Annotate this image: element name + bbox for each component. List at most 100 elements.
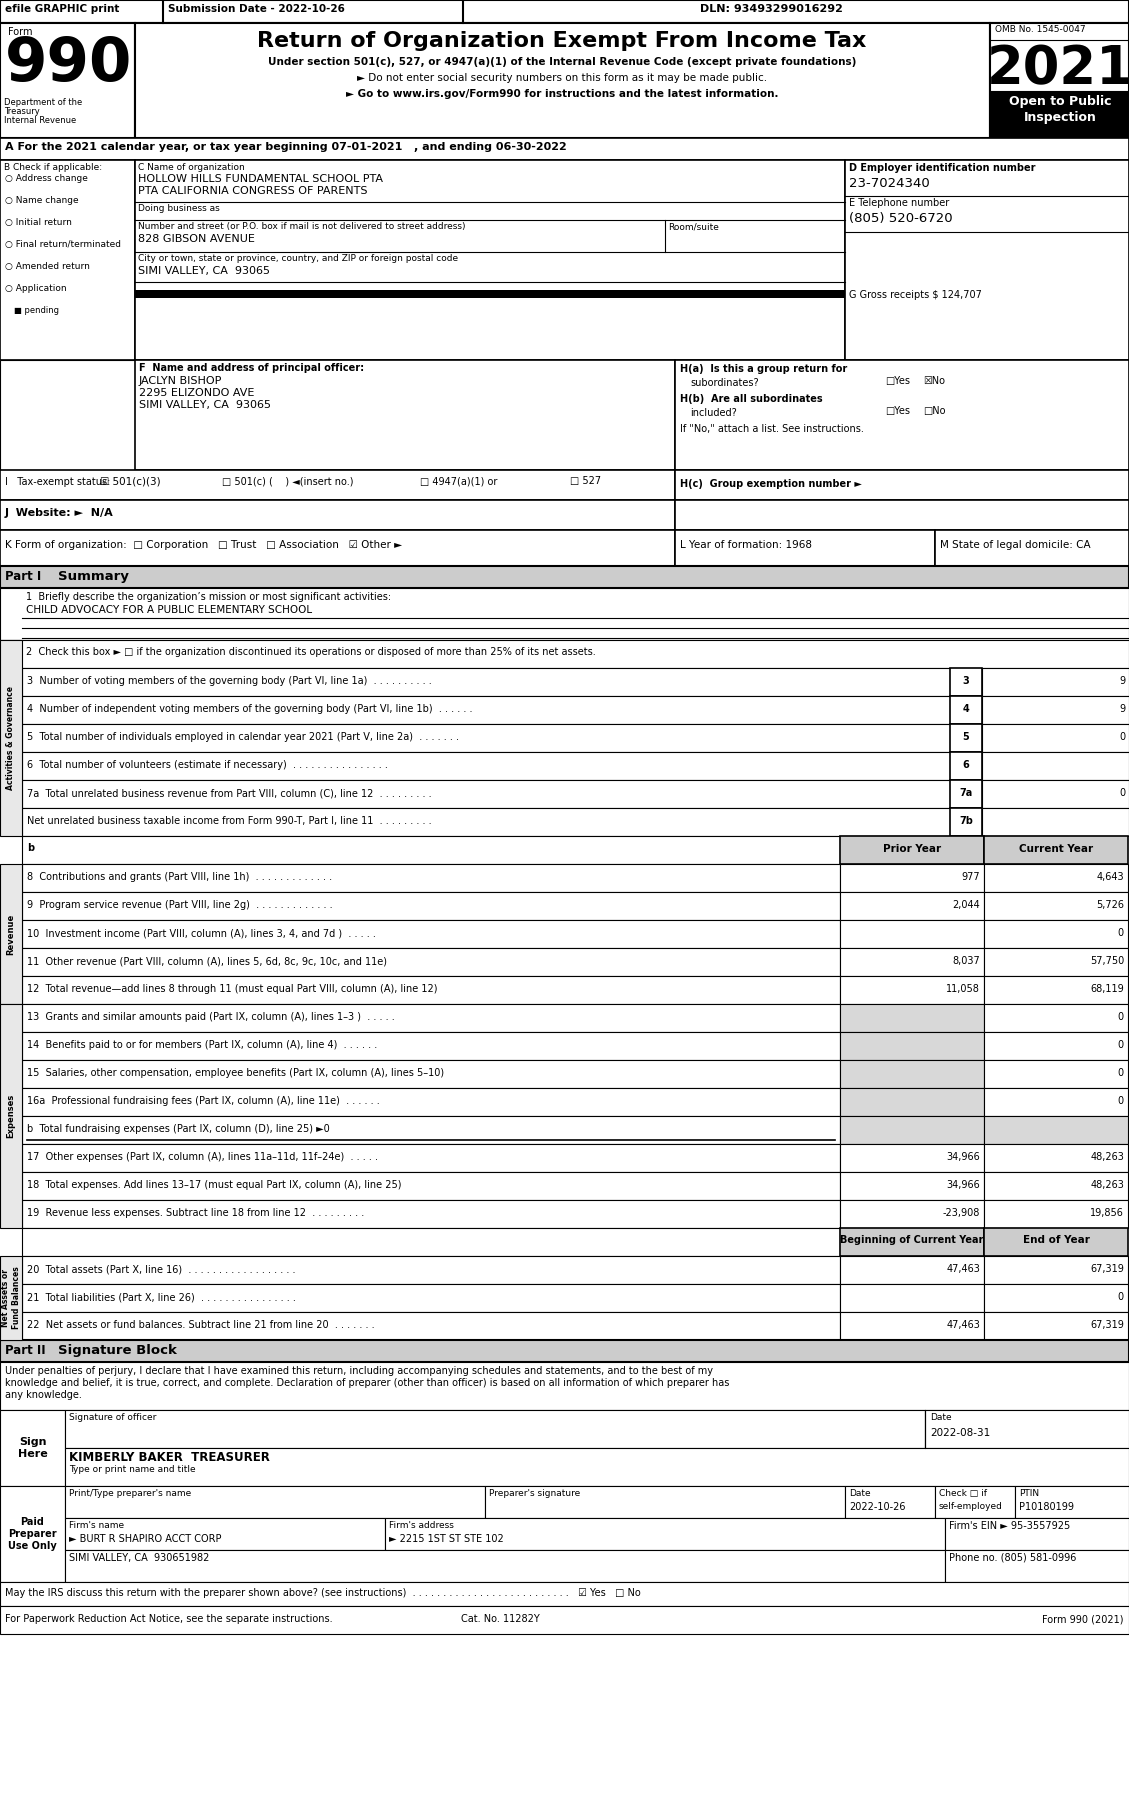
Text: 8  Contributions and grants (Part VIII, line 1h)  . . . . . . . . . . . . .: 8 Contributions and grants (Part VIII, l… (27, 873, 332, 882)
Bar (21, 836, 840, 863)
Text: Signature Block: Signature Block (58, 1344, 177, 1357)
Bar (0, 1409, 65, 1486)
Bar (984, 1255, 1128, 1284)
Text: 9: 9 (1119, 677, 1124, 686)
Bar (21, 1003, 840, 1032)
Bar (21, 807, 949, 836)
Text: L Year of formation: 1968: L Year of formation: 1968 (680, 541, 812, 550)
Text: Signature of officer: Signature of officer (69, 1413, 157, 1422)
Text: H(c)  Group exemption number ►: H(c) Group exemption number ► (680, 479, 861, 490)
Text: SIMI VALLEY, CA  93065: SIMI VALLEY, CA 93065 (139, 401, 271, 410)
Text: ○ Initial return: ○ Initial return (5, 218, 72, 227)
Bar (984, 1145, 1128, 1172)
Text: 990: 990 (5, 34, 132, 94)
Text: ► Go to www.irs.gov/Form990 for instructions and the latest information.: ► Go to www.irs.gov/Form990 for instruct… (345, 89, 778, 100)
Bar (135, 24, 990, 138)
Text: 0: 0 (1119, 733, 1124, 742)
Bar (982, 807, 1129, 836)
Text: ○ Amended return: ○ Amended return (5, 261, 90, 270)
Bar (984, 1201, 1128, 1228)
Bar (840, 1228, 984, 1255)
Text: H(b)  Are all subordinates: H(b) Are all subordinates (680, 394, 823, 405)
Text: Check □ if: Check □ if (939, 1489, 987, 1498)
Text: A For the 2021 calendar year, or tax year beginning 07-01-2021   , and ending 06: A For the 2021 calendar year, or tax yea… (5, 141, 567, 152)
Bar (21, 780, 949, 807)
Bar (949, 780, 982, 807)
Bar (135, 359, 675, 470)
Text: Part I: Part I (5, 570, 42, 582)
Text: self-employed: self-employed (939, 1502, 1003, 1511)
Text: 13  Grants and similar amounts paid (Part IX, column (A), lines 1–3 )  . . . . .: 13 Grants and similar amounts paid (Part… (27, 1012, 395, 1021)
Bar (840, 1284, 984, 1312)
Bar (0, 138, 1129, 160)
Bar (935, 530, 1129, 566)
Bar (840, 892, 984, 920)
Bar (0, 1362, 1129, 1409)
Text: 4,643: 4,643 (1096, 873, 1124, 882)
Text: Open to Public: Open to Public (1008, 94, 1111, 109)
Bar (984, 949, 1128, 976)
Bar (0, 0, 1129, 24)
Bar (675, 359, 1129, 470)
Text: 5: 5 (963, 733, 970, 742)
Bar (984, 1172, 1128, 1201)
Text: Number and street (or P.O. box if mail is not delivered to street address): Number and street (or P.O. box if mail i… (138, 221, 465, 230)
Text: 2022-08-31: 2022-08-31 (930, 1428, 990, 1439)
Text: 7a: 7a (960, 787, 972, 798)
Text: 9  Program service revenue (Part VIII, line 2g)  . . . . . . . . . . . . .: 9 Program service revenue (Part VIII, li… (27, 900, 333, 911)
Bar (65, 1448, 1129, 1486)
Text: ○ Address change: ○ Address change (5, 174, 88, 183)
Bar (21, 920, 840, 949)
Text: □No: □No (924, 406, 945, 415)
Text: SIMI VALLEY, CA  93065: SIMI VALLEY, CA 93065 (138, 267, 270, 276)
Bar (21, 1312, 840, 1341)
Bar (65, 1518, 385, 1549)
Bar (65, 1409, 925, 1448)
Text: OMB No. 1545-0047: OMB No. 1545-0047 (995, 25, 1086, 34)
Text: 0: 0 (1118, 1292, 1124, 1302)
Text: SIMI VALLEY, CA  930651982: SIMI VALLEY, CA 930651982 (69, 1553, 209, 1564)
Text: 5  Total number of individuals employed in calendar year 2021 (Part V, line 2a) : 5 Total number of individuals employed i… (27, 733, 460, 742)
Text: 67,319: 67,319 (1091, 1321, 1124, 1330)
Text: JACLYN BISHOP: JACLYN BISHOP (139, 375, 222, 386)
Text: □Yes: □Yes (885, 406, 910, 415)
Text: efile GRAPHIC print: efile GRAPHIC print (5, 4, 120, 15)
Bar (949, 753, 982, 780)
Text: Net unrelated business taxable income from Form 990-T, Part I, line 11  . . . . : Net unrelated business taxable income fr… (27, 816, 431, 825)
Text: 12  Total revenue—add lines 8 through 11 (must equal Part VIII, column (A), line: 12 Total revenue—add lines 8 through 11 … (27, 983, 438, 994)
Text: 0: 0 (1118, 1068, 1124, 1078)
Text: Current Year: Current Year (1019, 844, 1093, 854)
Bar (984, 863, 1128, 892)
Text: 15  Salaries, other compensation, employee benefits (Part IX, column (A), lines : 15 Salaries, other compensation, employe… (27, 1068, 444, 1078)
Bar (675, 470, 1129, 501)
Bar (949, 724, 982, 753)
Text: KIMBERLY BAKER  TREASURER: KIMBERLY BAKER TREASURER (69, 1451, 270, 1464)
Bar (21, 1145, 840, 1172)
Text: □ 527: □ 527 (570, 475, 601, 486)
Text: 7b: 7b (959, 816, 973, 825)
Bar (21, 1255, 840, 1284)
Bar (65, 1549, 945, 1582)
Text: Revenue: Revenue (7, 914, 16, 954)
Text: 16a  Professional fundraising fees (Part IX, column (A), line 11e)  . . . . . .: 16a Professional fundraising fees (Part … (27, 1096, 379, 1107)
Text: ► Do not enter social security numbers on this form as it may be made public.: ► Do not enter social security numbers o… (357, 73, 767, 83)
Text: Prior Year: Prior Year (883, 844, 942, 854)
Bar (21, 753, 949, 780)
Bar (65, 1486, 485, 1518)
Text: 2  Check this box ► □ if the organization discontinued its operations or dispose: 2 Check this box ► □ if the organization… (26, 648, 596, 657)
Bar (675, 530, 935, 566)
Text: Sign
Here: Sign Here (18, 1437, 47, 1458)
Text: (805) 520-6720: (805) 520-6720 (849, 212, 953, 225)
Text: 20  Total assets (Part X, line 16)  . . . . . . . . . . . . . . . . . .: 20 Total assets (Part X, line 16) . . . … (27, 1264, 296, 1273)
Bar (840, 1145, 984, 1172)
Text: 47,463: 47,463 (946, 1264, 980, 1273)
Bar (0, 470, 675, 501)
Bar (984, 1059, 1128, 1088)
Bar (485, 1486, 844, 1518)
Text: 67,319: 67,319 (1091, 1264, 1124, 1273)
Text: Return of Organization Exempt From Income Tax: Return of Organization Exempt From Incom… (257, 31, 867, 51)
Text: 23-7024340: 23-7024340 (849, 178, 930, 190)
Text: 48,263: 48,263 (1091, 1152, 1124, 1163)
Text: b  Total fundraising expenses (Part IX, column (D), line 25) ►0: b Total fundraising expenses (Part IX, c… (27, 1125, 330, 1134)
Bar (984, 836, 1128, 863)
